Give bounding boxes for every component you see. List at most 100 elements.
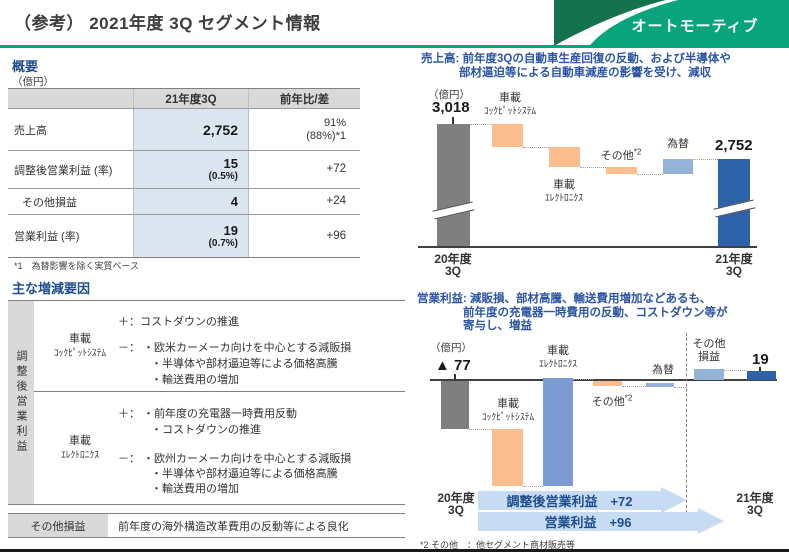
other-pl-row: その他損益 前年度の海外構造改革費用の反動等による良化 (8, 513, 405, 538)
header-period: 21年度3Q (133, 89, 248, 108)
connector (470, 124, 492, 125)
profit-bar-fx (646, 383, 674, 387)
profit-otherpl-label2: 損益 (698, 351, 720, 363)
row-label: 売上高 (14, 124, 47, 137)
sales-bar-kcs (492, 124, 523, 147)
footnote-2: *2 その他 ：他セグメント商材販売等 (420, 540, 576, 550)
profit-headline-line1: 営業利益: 減販損、部材高騰、輸送費用増加などあるも、 (417, 293, 712, 305)
profit-headline-line3: 寄与し、増益 (463, 320, 532, 332)
profit-end-year: 21年度 (736, 491, 774, 505)
sales-headline-line1: 売上高: 前年度3Qの自動車生産回復の反動、および半導体や (421, 53, 731, 65)
kcs-name: 車載 (69, 333, 91, 345)
page-title: （参考） 2021年度 3Q セグメント情報 (14, 14, 321, 33)
row-label: その他損益 (22, 196, 77, 209)
profit-end-quarter: 3Q (746, 503, 763, 517)
profit-otherpl-label1: その他 (692, 338, 726, 350)
sales-kcs-label: 車載 (499, 92, 521, 104)
profit-headline: 営業利益: 減販損、部材高騰、輸送費用増加などあるも、 前年度の充電器一時費用の… (417, 293, 728, 334)
profit-start-value: ▲ 77 (435, 357, 471, 374)
overview-heading: 概要 (12, 59, 39, 74)
table-header-row: 21年度3Q 前年比/差 (8, 89, 360, 108)
table-row-sales: 売上高 2,752 91% (88%)*1 (8, 108, 360, 150)
profit-other-label: その他*2 (591, 393, 633, 408)
sales-bar-fx (663, 159, 693, 174)
kcs-minus-3: ・輸送費用の増加 (151, 374, 239, 386)
sales-other-label: その他*2 (600, 147, 642, 162)
sales-headline-line2: 部材逼迫等による自動車減産の影響を受け、減収 (459, 66, 712, 79)
profit-headline-line2: 前年度の充電器一時費用の反動、コストダウン等が (463, 306, 728, 319)
profit-chart-unit: （億円） (430, 342, 472, 354)
profit-bar-kcs (492, 429, 523, 486)
profit-bar-otherpl (694, 369, 724, 380)
sales-bar-other (606, 167, 637, 174)
profit-start-quarter: 3Q (447, 503, 464, 517)
sales-start-tick (452, 117, 454, 124)
op-arrow-head (698, 508, 724, 534)
header-empty (8, 89, 133, 108)
row-yoy-real: (88%)*1 (306, 129, 346, 142)
elek-name-sub: ｴﾚｸﾄﾛﾆｸｽ (60, 450, 99, 461)
sales-start-quarter: 3Q (444, 264, 461, 278)
overview-unit: （億円） (12, 76, 54, 88)
elek-minus-3: ・輸送費用の増加 (151, 483, 239, 495)
sales-end-quarter: 3Q (725, 264, 742, 278)
connector (637, 174, 663, 175)
profit-bar-start (441, 381, 469, 429)
elek-name: 車載 (69, 435, 91, 447)
profit-bar-elek (543, 378, 573, 486)
connector (469, 429, 492, 430)
row-value: 15 (223, 156, 238, 171)
sales-fx-label: 為替 (667, 138, 689, 150)
row-yoy: +72 (326, 163, 346, 175)
profit-elek-label: 車載 (547, 345, 569, 357)
profit-zero-axis (430, 379, 777, 381)
green-accent-line (0, 45, 620, 48)
table-row-op: 営業利益 (率) 19 (0.7%) +96 (8, 214, 360, 257)
table-row-adj-op: 調整後営業利益 (率) 15 (0.5%) +72 (8, 150, 360, 188)
profit-kcs-label: 車載 (497, 398, 519, 410)
slide-bottom-border (0, 549, 789, 552)
kcs-minus-2: ・半導体や部材逼迫等による価格高騰 (151, 358, 338, 370)
row-label: 調整後営業利益 (率) (14, 164, 113, 177)
sales-start-year: 20年度 (434, 252, 472, 266)
row-value: 4 (230, 193, 238, 209)
profit-start-tick (454, 374, 456, 380)
kcs-minus-1: －： ・欧米カーメーカ向けを中心とする減販損 (118, 342, 352, 354)
footnote-1: *1 為替影響を除く実質ベース (14, 261, 140, 271)
connector (523, 147, 549, 148)
elek-plus-2: ・コストダウンの推進 (151, 424, 261, 436)
row-label: 営業利益 (率) (14, 231, 80, 243)
sales-end-value: 2,752 (715, 137, 753, 154)
row-value: 19 (223, 222, 238, 238)
sales-bar-start (437, 124, 470, 247)
profit-kcs-label-sub: ｺｯｸﾋﾟｯﾄｼｽﾃﾑ (481, 412, 535, 423)
table-row-other-pl: その他損益 4 +24 (8, 188, 360, 214)
sales-elek-label-sub: ｴﾚｸﾄﾛﾆｸｽ (544, 193, 583, 204)
connector (693, 159, 718, 160)
segment-badge-shape (554, 0, 789, 48)
profit-end-value: 19 (752, 351, 769, 368)
elek-plus-1: ＋： ・前年度の充電器一時費用反動 (118, 408, 298, 420)
op-arrow: 営業利益 +96 (478, 512, 698, 531)
sales-kcs-label-sub: ｺｯｸﾋﾟｯﾄｼｽﾃﾑ (483, 106, 537, 117)
footnote-ref: *2 (624, 393, 633, 403)
header-yoy: 前年比/差 (248, 89, 360, 108)
row-rate: (0.7%) (208, 237, 238, 249)
sales-headline: 売上高: 前年度3Qの自動車生産回復の反動、および半導体や 部材逼迫等による自動… (421, 53, 731, 80)
kcs-name-sub: ｺｯｸﾋﾟｯﾄｼｽﾃﾑ (53, 348, 107, 359)
row-rate: (0.5%) (208, 171, 238, 182)
other-pl-label: その他損益 (8, 514, 108, 537)
factors-heading: 主な増減要因 (12, 281, 91, 296)
adj-op-arrow: 調整後営業利益 +72 (478, 491, 661, 510)
sales-bar-elek (549, 147, 580, 167)
footnote-ref: *2 (633, 147, 642, 157)
sales-end-year: 21年度 (715, 252, 753, 266)
connector (523, 486, 543, 487)
elek-minus-1: －： ・欧州カーメーカ向けを中心とする減販損 (118, 453, 352, 465)
connector (580, 167, 606, 168)
adj-op-arrow-head (661, 487, 687, 513)
row-yoy: +24 (326, 195, 346, 207)
factors-group-label: 調整後営業利益 (15, 350, 27, 455)
factors-separator (34, 391, 405, 392)
